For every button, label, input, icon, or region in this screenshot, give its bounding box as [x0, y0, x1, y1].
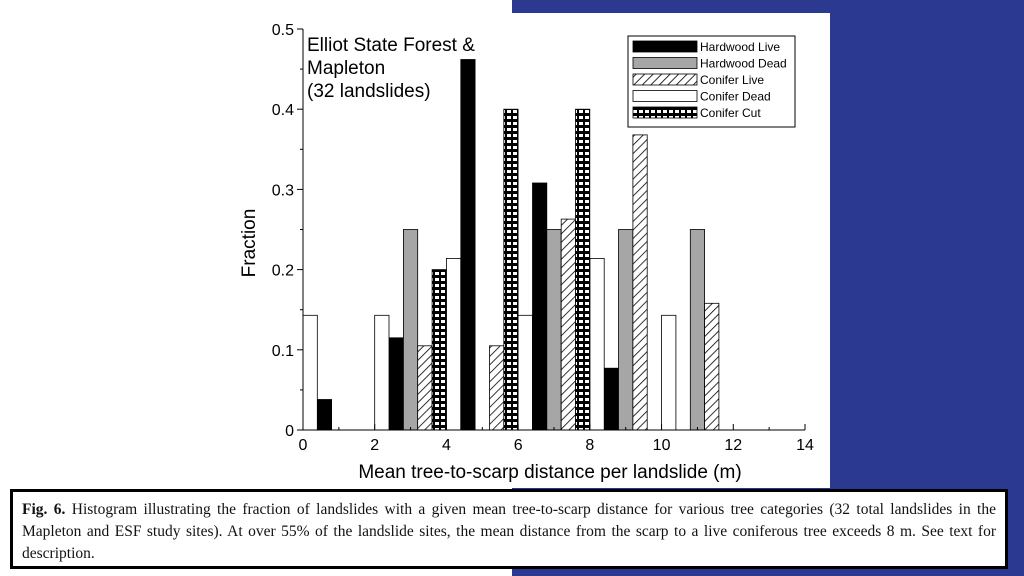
legend-swatch-hardwood-dead: [632, 57, 698, 69]
bar-conifer-cut-4: [503, 108, 519, 431]
bar-conifer-live-8: [632, 134, 648, 431]
bar-hardwood-dead-2: [402, 229, 419, 431]
bar-conifer-dead-2: [374, 314, 390, 431]
legend-swatch-hardwood-live: [632, 40, 698, 53]
legend-swatch-conifer-live: [632, 73, 698, 86]
x-tick-label: 6: [514, 437, 523, 454]
bar-conifer-dead-10: [661, 314, 677, 431]
bar-hardwood-dead-6: [546, 229, 562, 431]
legend-label-hardwood-dead: Hardwood Dead: [700, 57, 787, 71]
bar-conifer-cut-6: [575, 108, 591, 431]
x-tick-label: 12: [724, 437, 742, 454]
y-tick-label: 0.2: [272, 263, 294, 280]
y-tick-label: 0.3: [272, 182, 294, 199]
bar-conifer-live-6: [560, 218, 576, 431]
y-tick-label: 0.1: [272, 343, 294, 360]
y-tick-label: 0.4: [272, 102, 294, 119]
figure-caption: Fig. 6. Histogram illustrating the fract…: [10, 489, 1008, 569]
x-tick-label: 14: [796, 437, 814, 454]
legend-label-conifer-cut: Conifer Cut: [700, 106, 761, 120]
y-axis-label: Fraction: [239, 209, 260, 278]
x-tick-label: 8: [585, 437, 594, 454]
bar-conifer-dead-8: [589, 257, 605, 431]
y-tick-label: 0: [285, 423, 294, 440]
figure-panel: 0 2 4 6 8 10 12 14 0 0.1 0.2 0.3 0.4 0.5 Elliot State…: [230, 13, 830, 488]
bar-hardwood-live-8: [603, 367, 619, 431]
bar-conifer-dead-0: [302, 314, 318, 431]
legend-label-conifer-dead: Conifer Dead: [700, 90, 771, 104]
bar-conifer-cut-2: [431, 269, 447, 431]
bar-conifer-dead-6: [517, 314, 533, 431]
y-tick-label: 0.5: [272, 22, 294, 39]
caption-label: Fig. 6.: [22, 501, 66, 518]
bar-hardwood-live-6: [532, 182, 548, 431]
bar-hardwood-live-4: [460, 59, 476, 431]
bar-conifer-live-4: [489, 345, 505, 431]
bar-hardwood-dead-8: [618, 229, 634, 431]
bar-conifer-live-2: [417, 345, 433, 431]
bar-conifer-live-10: [704, 302, 720, 431]
chart-annotation-line: Elliot State Forest &: [307, 35, 475, 56]
histogram-chart: 0 2 4 6 8 10 12 14 0 0.1 0.2 0.3 0.4 0.5 Elliot State…: [239, 22, 814, 483]
x-axis-label: Mean tree-to-scarp distance per landslid…: [358, 462, 741, 483]
x-tick-label: 0: [299, 437, 308, 454]
x-tick-label: 10: [653, 437, 671, 454]
legend-swatch-conifer-dead: [632, 90, 698, 102]
legend-swatch-conifer-cut: [632, 106, 698, 119]
chart-annotation-line: Mapleton: [307, 58, 385, 79]
legend-label-conifer-live: Conifer Live: [700, 73, 764, 87]
x-tick-label: 4: [442, 437, 451, 454]
chart-annotation-line: (32 landslides): [307, 81, 431, 102]
legend-label-hardwood-live: Hardwood Live: [700, 40, 780, 54]
bar-conifer-dead-4: [445, 257, 462, 431]
caption-text: Histogram illustrating the fraction of l…: [22, 501, 996, 562]
bar-hardwood-dead-10: [689, 229, 705, 431]
bar-hardwood-live-2: [388, 337, 404, 431]
x-tick-label: 2: [370, 437, 379, 454]
bar-hardwood-live-0: [316, 399, 333, 431]
